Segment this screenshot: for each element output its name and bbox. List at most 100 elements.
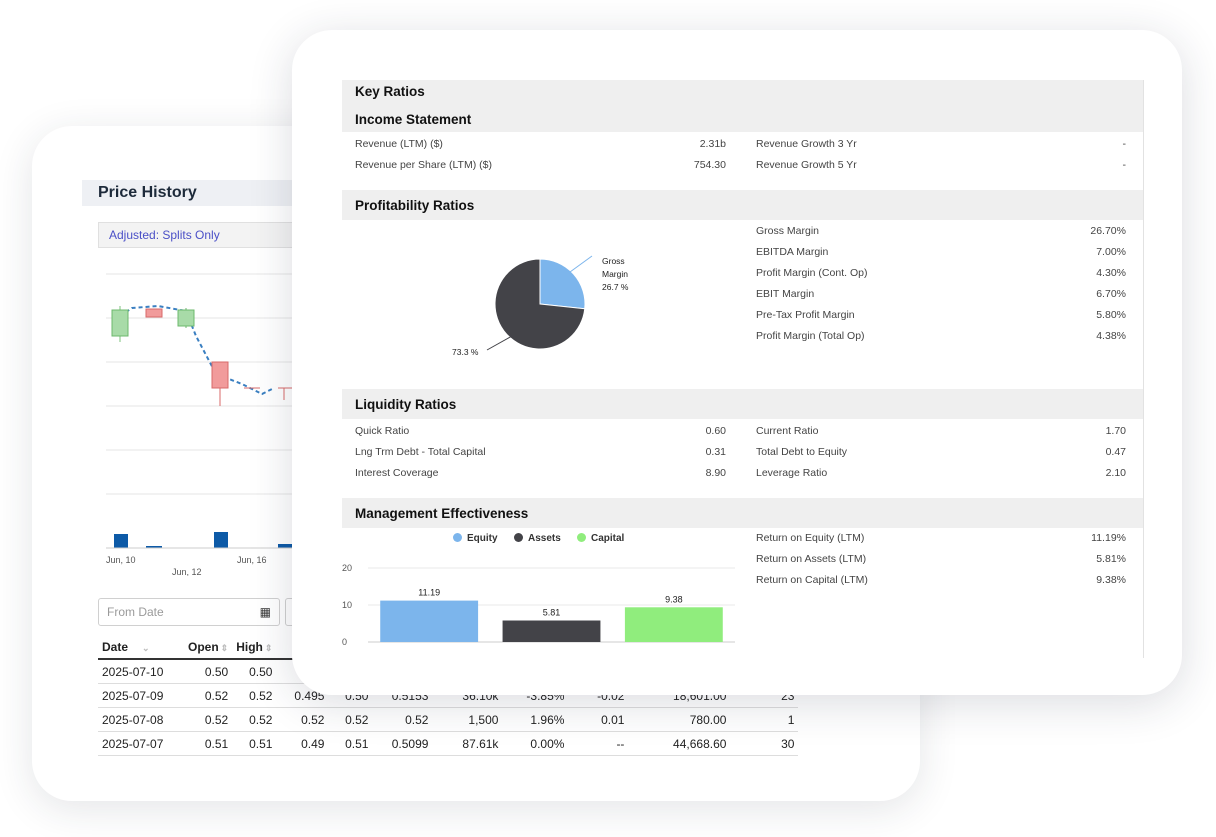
ratio-value: - (1122, 159, 1127, 171)
ratio-label: Return on Capital (LTM) (756, 574, 868, 586)
bar-data-label: 11.19 (418, 588, 440, 598)
cell-volume: 1,500 (432, 707, 503, 732)
profitability-pie-chart: Gross Margin 26.7 % 73.3 % (452, 255, 629, 357)
column-header-high[interactable]: High ⇕ (232, 638, 277, 660)
cell-high: 0.52 (232, 707, 277, 732)
ratio-value: 5.80% (1096, 309, 1126, 321)
ratio-value: 2.31b (699, 138, 726, 150)
ratio-label: Leverage Ratio (756, 467, 828, 479)
ratio-value: 5.81% (1096, 553, 1126, 565)
key-ratios-title: Key Ratios (342, 80, 1144, 108)
y-tick-label: 20 (342, 563, 352, 573)
legend-label: Capital (591, 533, 625, 544)
ratio-label: Current Ratio (756, 425, 819, 437)
from-date-input[interactable]: From Date ▦ (98, 598, 280, 626)
table-row: 2025-07-08 0.52 0.52 0.52 0.52 0.52 1,50… (98, 707, 799, 732)
candle (177, 308, 195, 328)
pie-slice-other (494, 258, 586, 350)
cell-date: 2025-07-10 (98, 659, 184, 684)
cell-high: 0.51 (232, 731, 277, 756)
liquidity-header: Liquidity Ratios (342, 389, 1144, 419)
profitability-header: Profitability Ratios (342, 190, 1144, 220)
ratio-label: Total Debt to Equity (756, 446, 848, 458)
cell-change: -- (568, 731, 629, 756)
ratio-value: 0.60 (705, 425, 726, 437)
ratio-label: Interest Coverage (355, 467, 439, 479)
ratio-label: Revenue Growth 3 Yr (756, 138, 857, 150)
ratio-value: 0.31 (705, 446, 726, 458)
management-header: Management Effectiveness (342, 498, 1144, 528)
column-header-date[interactable]: Date ⌄ (98, 638, 184, 660)
x-tick-label: Jun, 10 (106, 555, 136, 565)
income-statement-header: Income Statement (342, 108, 1144, 132)
ratio-value: 0.47 (1105, 446, 1126, 458)
y-tick-label: 0 (342, 637, 347, 647)
ratio-value: 4.38% (1096, 330, 1126, 342)
ratio-value: 7.00% (1096, 246, 1126, 258)
legend-label: Equity (467, 533, 498, 544)
cell-volume: 87.61k (432, 731, 503, 756)
cell-vwap: 0.52 (372, 707, 433, 732)
legend-label: Assets (528, 533, 561, 544)
legend-assets[interactable]: Assets (514, 533, 561, 545)
ratio-label: Return on Assets (LTM) (756, 553, 867, 565)
legend-capital[interactable]: Capital (577, 533, 624, 545)
ratio-value: - (1122, 138, 1127, 150)
pie-connector (486, 335, 513, 351)
ratio-label: EBIT Margin (756, 288, 815, 300)
cell-vwap: 0.5099 (372, 731, 433, 756)
table-row: 2025-07-07 0.51 0.51 0.49 0.51 0.5099 87… (98, 731, 799, 756)
ratio-label: Quick Ratio (355, 425, 410, 437)
volume-bar (278, 544, 292, 548)
close-line (119, 304, 275, 396)
cell-low: 0.49 (276, 731, 329, 756)
cell-value: 780.00 (628, 707, 731, 732)
ratio-value: 4.30% (1096, 267, 1126, 279)
ratio-label: Gross Margin (756, 225, 820, 237)
cell-close: 0.51 (328, 731, 373, 756)
pie-label: 73.3 % (452, 347, 479, 357)
cell-trades: 30 (730, 731, 799, 756)
ratio-label: EBITDA Margin (756, 246, 829, 258)
x-tick-label: Jun, 16 (237, 555, 267, 565)
legend-dot (514, 533, 523, 542)
cell-open: 0.51 (184, 731, 233, 756)
ratio-value: 9.38% (1096, 574, 1126, 586)
x-tick-label: Jun, 12 (172, 567, 202, 576)
ratio-value: 6.70% (1096, 288, 1126, 300)
legend-equity[interactable]: Equity (453, 533, 498, 545)
adjusted-dropdown[interactable]: Adjusted: Splits Only (98, 222, 298, 248)
bar-equity (380, 600, 479, 642)
ratio-label: Revenue (LTM) ($) (355, 138, 443, 150)
ratio-value: 11.19% (1091, 532, 1126, 544)
cell-value: 44,668.60 (628, 731, 731, 756)
cell-trades: 1 (730, 707, 799, 732)
from-date-placeholder: From Date (107, 605, 164, 619)
y-tick-label: 10 (342, 600, 352, 610)
bar-data-label: 5.81 (543, 608, 561, 618)
pie-slice-gross-margin (539, 258, 586, 310)
bar-assets (502, 620, 601, 642)
ratio-value: 1.70 (1105, 425, 1126, 437)
calendar-icon[interactable]: ▦ (259, 605, 271, 619)
cell-open: 0.52 (184, 683, 233, 708)
cell-change-pct: 0.00% (502, 731, 569, 756)
candle (278, 387, 292, 400)
volume-bar (114, 534, 128, 548)
ratio-label: Profit Margin (Cont. Op) (756, 267, 868, 279)
bar-capital (624, 607, 723, 642)
candle (111, 306, 129, 342)
cell-high: 0.50 (232, 659, 277, 684)
ratio-value: 754.30 (693, 159, 726, 171)
panel-border (1143, 80, 1144, 658)
pie-connector (569, 255, 593, 273)
ratio-label: Profit Margin (Total Op) (756, 330, 865, 342)
pie-label: 26.7 % (602, 282, 629, 292)
volume-bar (214, 532, 228, 548)
legend-dot (453, 533, 462, 542)
cell-change: 0.01 (568, 707, 629, 732)
cell-date: 2025-07-08 (98, 707, 184, 732)
column-header-open[interactable]: Open ⇕ (184, 638, 233, 660)
cell-date: 2025-07-09 (98, 683, 184, 708)
candle (211, 361, 229, 406)
